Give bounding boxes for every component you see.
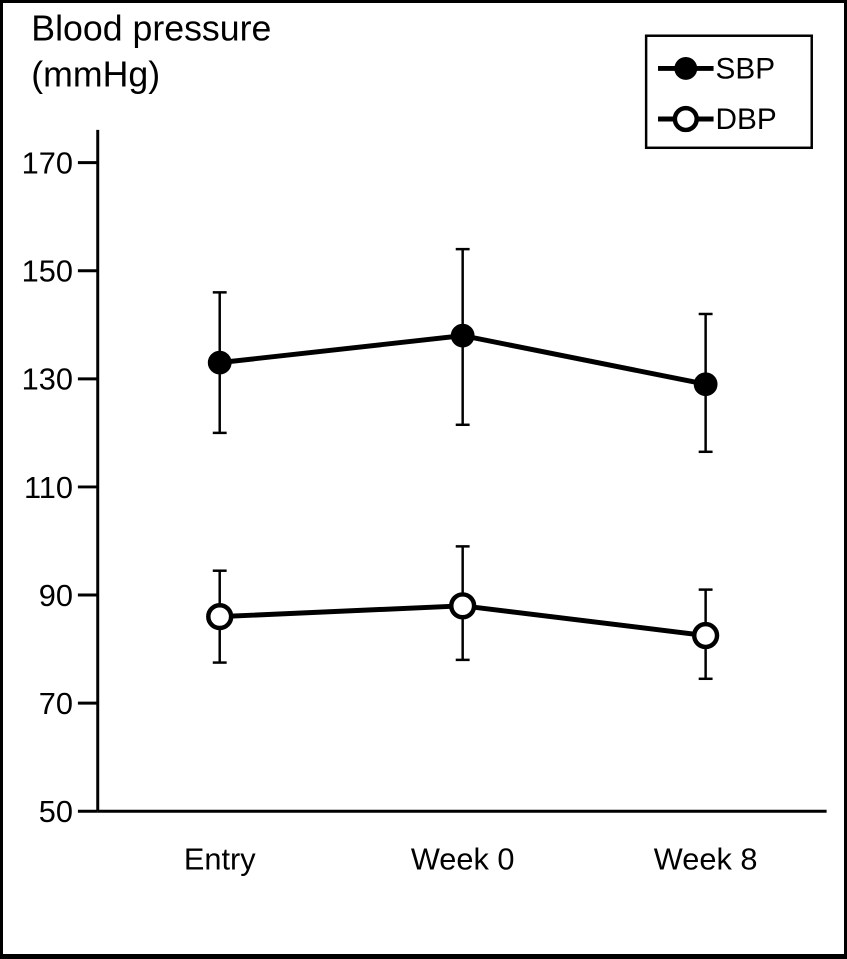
y-axis-tick-label: 50 xyxy=(39,794,73,829)
x-axis-labels: Entry Week 0 Week 8 xyxy=(184,842,758,877)
y-axis-tick-label: 170 xyxy=(22,146,73,181)
chart-title-line1: Blood pressure xyxy=(31,9,271,49)
y-axis-tick-label: 130 xyxy=(22,362,73,397)
y-axis-tick-label: 90 xyxy=(39,578,73,613)
dbp-marker-1 xyxy=(449,592,477,620)
legend-sbp-filled-circle-icon xyxy=(674,57,698,80)
dbp-marker-0 xyxy=(206,603,234,631)
sbp-marker-2 xyxy=(693,372,718,397)
x-axis-label: Entry xyxy=(184,842,256,877)
legend-sbp-label: SBP xyxy=(716,52,776,85)
legend-dbp-label: DBP xyxy=(716,103,777,136)
legend-dbp-open-circle-icon xyxy=(672,105,699,133)
chart-title-line2: (mmHg) xyxy=(31,54,160,94)
y-axis: 50 70 90 110 130 150 170 xyxy=(22,146,98,829)
y-axis-tick-label: 150 xyxy=(22,254,73,289)
y-axis-tick-label: 70 xyxy=(39,686,73,721)
legend-box xyxy=(644,34,813,150)
dbp-marker-2 xyxy=(691,621,720,650)
x-axis-label: Week 0 xyxy=(411,842,515,877)
sbp-marker-0 xyxy=(207,350,232,375)
y-axis-tick-label: 110 xyxy=(24,470,73,505)
series-layer xyxy=(206,247,720,681)
sbp-marker-1 xyxy=(450,323,475,348)
blood-pressure-chart: Blood pressure (mmHg) 50 70 90 110 130 150 170… xyxy=(22,9,827,877)
legend: SBP DBP xyxy=(644,34,813,150)
x-axis-label: Week 8 xyxy=(654,842,758,877)
